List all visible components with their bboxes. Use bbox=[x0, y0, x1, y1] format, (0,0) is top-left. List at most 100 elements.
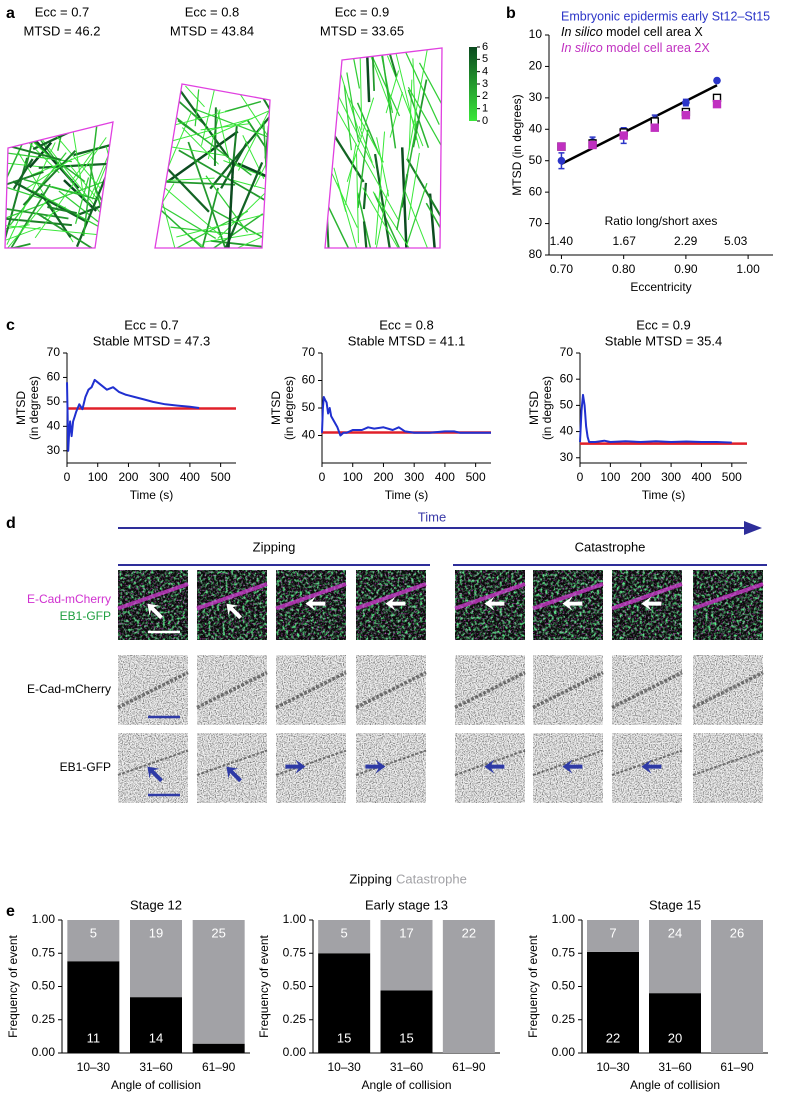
bar-segment bbox=[318, 953, 371, 1053]
y-axis-label: (in degrees) bbox=[282, 376, 296, 440]
image-noise bbox=[118, 655, 188, 725]
y-tick-label: 50 bbox=[560, 398, 574, 412]
x-tick-label: 200 bbox=[373, 470, 393, 484]
x-axis-label: Time (s) bbox=[642, 488, 686, 502]
image-noise bbox=[693, 655, 763, 725]
arrow bbox=[365, 759, 386, 774]
time-arrowhead bbox=[744, 521, 762, 535]
point bbox=[619, 131, 628, 140]
row-label: EB1-GFP bbox=[60, 609, 111, 623]
x-tick-label: 300 bbox=[404, 470, 424, 484]
microtubule bbox=[428, 193, 439, 248]
microtubule bbox=[36, 212, 104, 248]
bar-segment bbox=[67, 920, 120, 962]
y-tick-label: 60 bbox=[47, 370, 61, 384]
x-axis-label: Angle of collision bbox=[630, 1078, 720, 1092]
bar-segment bbox=[711, 920, 763, 1053]
microtubule bbox=[155, 204, 222, 248]
microtubule bbox=[412, 79, 428, 148]
microtubule bbox=[57, 122, 68, 151]
microtubule bbox=[345, 143, 357, 205]
microtubule bbox=[6, 142, 56, 245]
count-label: 11 bbox=[87, 1030, 101, 1045]
y-tick-label: 0.25 bbox=[283, 1012, 307, 1026]
y-tick-label: 70 bbox=[47, 345, 61, 359]
microtubule bbox=[211, 216, 270, 248]
arrow bbox=[226, 603, 242, 620]
microtubule bbox=[337, 182, 347, 212]
x-tick-label: 31–60 bbox=[139, 1060, 173, 1074]
count-label: 15 bbox=[399, 1030, 413, 1045]
y-tick-label: 70 bbox=[560, 345, 574, 359]
mtsd-curve bbox=[321, 396, 491, 437]
time-label: Time bbox=[418, 509, 446, 524]
x-tick-label: 400 bbox=[691, 470, 711, 484]
ecad-junction bbox=[275, 582, 347, 611]
microtubule bbox=[396, 120, 419, 231]
cell-microtubules bbox=[325, 48, 442, 248]
y-tick-label: 40 bbox=[560, 424, 574, 438]
microtubule bbox=[376, 137, 390, 197]
bar-segment bbox=[192, 1043, 245, 1053]
count-label: 17 bbox=[399, 925, 413, 940]
fit-line bbox=[560, 84, 718, 166]
y-tick-label: 40 bbox=[302, 428, 316, 442]
ecad-junction bbox=[692, 582, 764, 611]
microtubule bbox=[40, 192, 72, 238]
x-axis-label: Angle of collision bbox=[361, 1078, 451, 1092]
microtubule bbox=[70, 147, 96, 183]
microtubule bbox=[358, 126, 373, 163]
microtubule bbox=[358, 48, 363, 130]
panel-label: e bbox=[6, 903, 15, 920]
microtubule bbox=[74, 177, 90, 225]
microtubule bbox=[155, 210, 249, 248]
microtubule bbox=[224, 161, 264, 248]
x-tick-label: 400 bbox=[435, 470, 455, 484]
microtubule bbox=[237, 162, 270, 184]
count-label: 19 bbox=[149, 925, 163, 940]
microtubule bbox=[404, 191, 442, 248]
microtubule bbox=[407, 86, 442, 155]
chart-title: Stable MTSD = 47.3 bbox=[93, 333, 210, 348]
cell-ecc: Ecc = 0.7 bbox=[35, 4, 90, 19]
x-tick-label: 0 bbox=[577, 470, 584, 484]
microtubule bbox=[242, 135, 265, 180]
y-tick-label: 0.00 bbox=[32, 1045, 56, 1059]
microtubule bbox=[155, 177, 215, 182]
junction-band bbox=[611, 670, 683, 710]
microtubule bbox=[200, 123, 252, 131]
junction-band bbox=[117, 670, 189, 710]
y-axis-label: MTSD bbox=[14, 391, 28, 425]
microtubule bbox=[362, 221, 370, 248]
y-tick-label: 0.25 bbox=[552, 1012, 576, 1026]
microtubule bbox=[209, 90, 270, 190]
x-tick-label: 0.70 bbox=[550, 262, 574, 276]
count-label: 5 bbox=[341, 925, 348, 940]
legend-entry: In silico model cell area 2X bbox=[561, 41, 710, 55]
microtubule bbox=[34, 137, 107, 239]
bar-segment bbox=[67, 961, 120, 1053]
image-noise bbox=[276, 655, 346, 725]
ecad-junction bbox=[611, 582, 683, 611]
microtubule bbox=[400, 147, 409, 248]
y-tick-label: 30 bbox=[529, 90, 543, 104]
y-tick-label: 0.50 bbox=[552, 979, 576, 993]
bar-segment bbox=[587, 951, 639, 1053]
microtubule bbox=[187, 141, 229, 248]
y-tick-label: 0.00 bbox=[283, 1045, 307, 1059]
x-tick-label: 400 bbox=[180, 470, 200, 484]
junction-band bbox=[196, 749, 268, 776]
colorbar-tick-label: 1 bbox=[482, 103, 488, 115]
microtubule bbox=[217, 109, 234, 179]
count-label: 25 bbox=[211, 925, 225, 940]
y-axis-label: MTSD bbox=[269, 391, 283, 425]
y-tick-label: 30 bbox=[560, 450, 574, 464]
x-axis-label: Eccentricity bbox=[630, 280, 691, 294]
microtubule bbox=[204, 89, 270, 140]
microtubule bbox=[155, 84, 207, 127]
microtubule bbox=[5, 200, 69, 220]
y-tick-label: 60 bbox=[529, 184, 543, 198]
chart-title: Ecc = 0.7 bbox=[124, 317, 179, 332]
chart-title: Stable MTSD = 41.1 bbox=[348, 333, 465, 348]
